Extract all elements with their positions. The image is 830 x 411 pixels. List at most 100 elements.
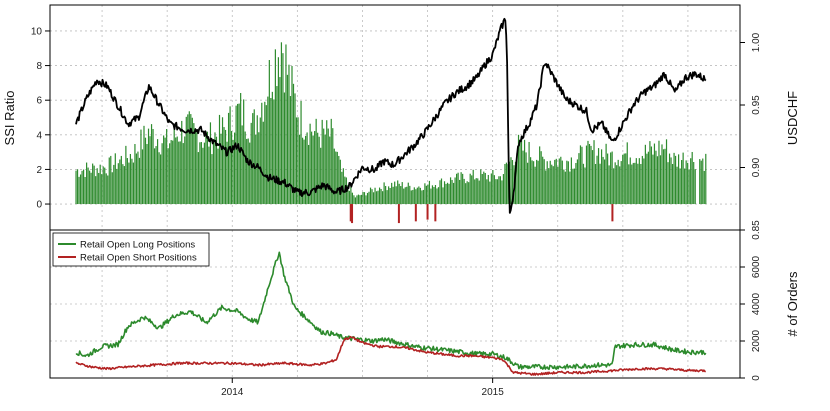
ssi-bar <box>119 159 121 205</box>
ssi-bar <box>469 173 471 205</box>
ssi-bar <box>252 113 254 205</box>
ssi-bar <box>196 132 198 205</box>
ssi-bar <box>102 166 104 205</box>
ssi-bar <box>487 174 489 205</box>
ssi-bar <box>463 178 465 205</box>
ssi-bar <box>641 155 643 205</box>
ssi-bar <box>321 119 323 205</box>
ssi-bar <box>673 152 675 205</box>
ssi-bar <box>454 177 456 205</box>
ssi-bar <box>537 160 539 205</box>
short-bias-mark <box>434 204 437 222</box>
ssi-bar <box>237 103 239 205</box>
ssi-bar <box>238 103 240 205</box>
ssi-bar <box>617 159 619 205</box>
ssi-bar <box>626 142 628 205</box>
ssi-bar <box>197 152 199 205</box>
ssi-bar <box>131 158 133 205</box>
usdchf-tick-label: 1.00 <box>751 32 762 52</box>
ssi-bar <box>191 117 193 205</box>
ssi-bar <box>311 131 313 205</box>
ssi-bar <box>554 159 556 205</box>
ssi-bar <box>605 143 607 205</box>
ssi-bar <box>224 129 227 205</box>
ssi-tick-label: 6 <box>36 96 42 107</box>
ssi-bar <box>419 187 421 205</box>
ssi-bar <box>558 158 560 205</box>
ssi-bar <box>691 151 693 205</box>
ssi-bar <box>156 139 159 205</box>
ssi-bar <box>492 170 494 205</box>
ssi-bar <box>98 172 100 205</box>
ssi-bar <box>301 137 304 205</box>
ssi-bar <box>578 153 580 205</box>
ssi-bar <box>199 142 201 205</box>
ssi-bar <box>182 143 184 205</box>
ssi-bar <box>99 164 101 205</box>
ssi-bar <box>356 195 358 205</box>
ssi-bar <box>688 169 690 205</box>
ssi-bar <box>123 166 125 205</box>
ssi-bar <box>489 181 491 205</box>
ssi-bar <box>599 163 601 205</box>
ssi-bar <box>137 151 139 205</box>
ssi-bar <box>330 118 332 205</box>
ssi-bar <box>407 182 409 205</box>
ssi-bar <box>628 164 630 205</box>
ssi-bar <box>671 163 674 205</box>
ssi-bar <box>462 173 464 205</box>
ssi-bar <box>75 170 77 205</box>
short-bias-mark <box>349 204 352 222</box>
ssi-bar <box>153 148 156 205</box>
ssi-bar <box>147 128 150 205</box>
ssi-bar <box>575 162 577 205</box>
ssi-bar <box>122 164 124 205</box>
ssi-bar <box>394 181 396 205</box>
ssi-bar <box>478 180 480 205</box>
ssi-ratio-axis-title: SSI Ratio <box>2 91 17 146</box>
ssi-bar <box>336 151 338 205</box>
ssi-tick-label: 10 <box>31 26 43 37</box>
ssi-bar <box>339 159 341 205</box>
ssi-bar <box>486 179 488 205</box>
ssi-bar <box>289 96 292 205</box>
ssi-bar <box>166 129 168 205</box>
ssi-bar <box>188 111 190 205</box>
ssi-bar <box>93 165 95 205</box>
ssi-bar <box>594 163 597 205</box>
ssi-bar <box>620 161 622 205</box>
ssi-bar <box>270 98 272 205</box>
ssi-bar <box>425 185 428 205</box>
ssi-bar <box>632 162 634 205</box>
ssi-bar <box>320 147 322 205</box>
ssi-bar <box>520 136 523 205</box>
ssi-bar <box>353 195 355 205</box>
ssi-bar <box>342 168 344 205</box>
ssi-bar <box>104 167 106 205</box>
ssi-tick-label: 2 <box>36 165 42 176</box>
ssi-bar <box>172 140 174 205</box>
ssi-bar <box>690 158 692 205</box>
orders-tick-label: 0 <box>751 375 762 381</box>
ssi-bar <box>105 173 107 205</box>
ssi-bar <box>495 179 497 205</box>
usdchf-tick-label: 0.85 <box>751 220 762 240</box>
ssi-bar <box>116 168 118 205</box>
ssi-bar <box>613 168 615 205</box>
ssi-bar <box>572 168 574 205</box>
ssi-tick-label: 0 <box>36 200 42 211</box>
ssi-bar <box>400 186 402 205</box>
ssi-bar <box>457 172 459 205</box>
ssi-bar <box>597 148 600 205</box>
ssi-bar <box>604 159 606 205</box>
ssi-bar <box>335 151 337 205</box>
ssi-bar <box>169 143 171 205</box>
short-bias-mark <box>611 204 614 222</box>
ssi-bar <box>684 168 686 205</box>
ssi-bar <box>135 153 138 205</box>
ssi-bar <box>685 160 687 205</box>
ssi-bar <box>655 150 657 205</box>
retail-short-positions-line <box>75 335 706 376</box>
ssi-bar <box>418 186 420 205</box>
ssi-bar <box>205 133 207 205</box>
